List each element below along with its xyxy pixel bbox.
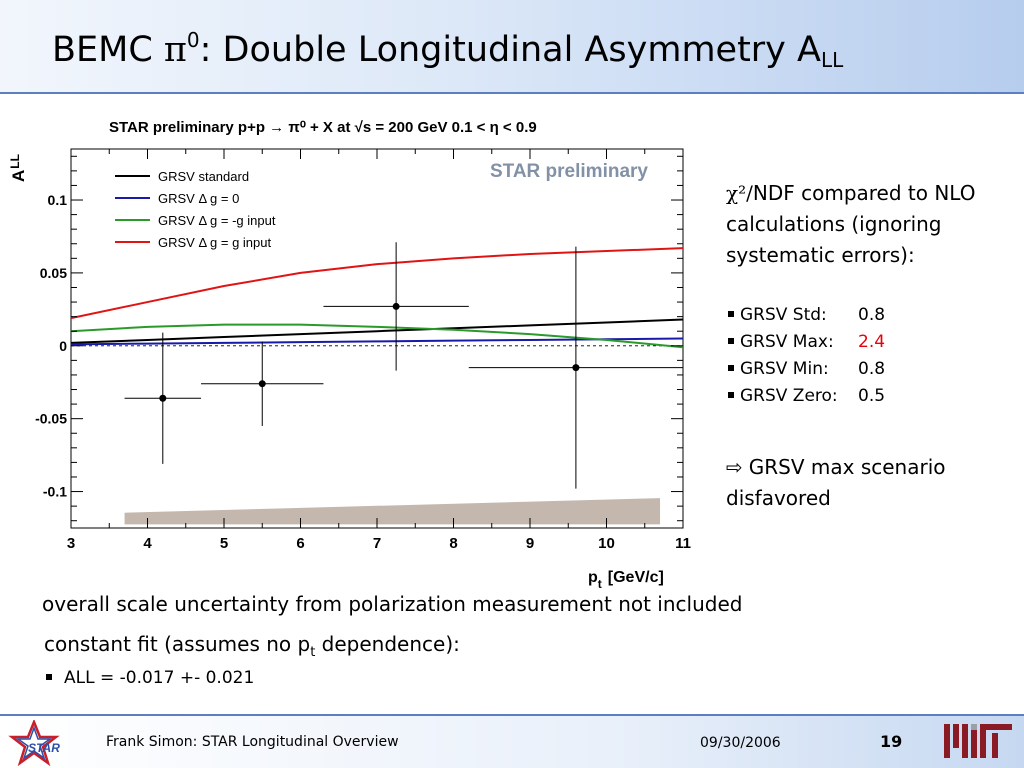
page-number: 19 <box>880 732 903 751</box>
chi2-item-min: GRSV Min: 0.8 <box>728 356 885 383</box>
legend-label: GRSV Δ g = -g input <box>158 213 276 228</box>
title-middle: : Double Longitudinal Asymmetry A <box>199 30 821 70</box>
bullet-icon <box>728 365 734 371</box>
chi2-item-zero: GRSV Zero: 0.5 <box>728 383 885 410</box>
chi2-item-value: 0.5 <box>858 386 886 406</box>
x-tick-label: 7 <box>373 535 381 552</box>
systematic-band-layer <box>124 498 661 525</box>
chi2-heading-text: NDF compared to NLO calculations (ignori… <box>726 181 976 267</box>
y-tick-label: 0 <box>59 338 67 354</box>
x-tick-label: 11 <box>675 535 691 552</box>
conclusion: ⇨ GRSV max scenario disfavored <box>726 452 1016 514</box>
bullet-icon <box>728 338 734 344</box>
title-rule <box>0 92 1024 94</box>
fit-heading-sub: t <box>310 645 316 660</box>
footer-author: Frank Simon: STAR Longitudinal Overview <box>106 734 399 750</box>
title-sub: LL <box>820 48 844 72</box>
chart-legend: GRSV standard GRSV Δ g = 0 GRSV Δ g = -g i… <box>115 169 276 250</box>
theory-curve <box>70 318 684 344</box>
slide-title: BEMC π0: Double Longitudinal Asymmetry A… <box>52 28 843 72</box>
footer: STAR Frank Simon: STAR Longitudinal Over… <box>0 716 1024 768</box>
constant-fit-heading: constant fit (assumes no pt dependence): <box>44 632 460 660</box>
chart-title: STAR preliminary p+p → π⁰ + X at √s = 20… <box>109 119 537 136</box>
data-points <box>124 242 683 489</box>
title-sup: 0 <box>186 28 200 52</box>
data-marker <box>159 394 167 402</box>
chi2-item-label: GRSV Max: <box>740 332 834 352</box>
footer-rule <box>0 714 1024 716</box>
y-tick-label: 0.05 <box>40 265 67 281</box>
x-axis-label-main: p <box>588 569 598 586</box>
x-axis-label: pt [GeV/c] <box>588 569 664 591</box>
x-tick-label: 10 <box>598 535 615 552</box>
theory-curve <box>70 323 684 349</box>
chi2-list: GRSV Std: 0.8 GRSV Max: 2.4 GRSV Min: 0.8 G… <box>728 302 885 410</box>
y-axis-label: ALL <box>8 154 28 182</box>
fit-result-text: ALL = -0.017 +- 0.021 <box>64 668 255 688</box>
chi2-item-value: 0.8 <box>858 359 886 379</box>
arrow-right-icon: ⇨ <box>726 455 743 479</box>
fit-heading-pre: constant fit (assumes no p <box>44 632 311 656</box>
chi2-item-std: GRSV Std: 0.8 <box>728 302 885 329</box>
data-marker <box>572 364 580 372</box>
y-tick-label: -0.1 <box>43 484 67 500</box>
title-bar: BEMC π0: Double Longitudinal Asymmetry A… <box>0 0 1024 92</box>
chi2-heading: χ²/NDF compared to NLO calculations (ign… <box>726 178 1018 271</box>
x-tick-label: 6 <box>296 535 304 552</box>
data-marker <box>258 380 266 388</box>
data-point <box>124 332 202 464</box>
axes: 3 4 5 6 7 8 9 10 11 -0.1 -0.05 0 0.05 0.1 <box>35 149 691 552</box>
scale-uncertainty-note: overall scale uncertainty from polarizat… <box>42 592 743 616</box>
bullet-icon <box>728 311 734 317</box>
y-tick-label: -0.05 <box>35 411 67 427</box>
x-tick-label: 3 <box>67 535 75 552</box>
systematic-uncertainty-band <box>124 498 661 525</box>
bullet-icon <box>46 674 52 680</box>
x-tick-label: 5 <box>220 535 228 552</box>
constant-fit-result: ALL = -0.017 +- 0.021 <box>46 668 254 688</box>
legend-label: GRSV standard <box>158 169 249 184</box>
chi2-item-value: 0.8 <box>858 305 886 325</box>
x-tick-label: 9 <box>526 535 534 552</box>
chi2-item-label: GRSV Min: <box>740 359 829 379</box>
theory-curve <box>70 247 684 320</box>
x-tick-label: 8 <box>449 535 457 552</box>
legend-label: GRSV Δ g = 0 <box>158 191 239 206</box>
mit-logo-icon <box>944 724 1012 758</box>
title-greek: π <box>163 30 187 70</box>
data-point <box>201 341 324 426</box>
theory-curves <box>70 247 684 349</box>
footer-date: 09/30/2006 <box>700 735 781 751</box>
x-axis-label-sub: t <box>598 577 602 591</box>
chi2-item-value-highlight: 2.4 <box>858 332 886 352</box>
star-preliminary-watermark: STAR preliminary <box>490 161 648 182</box>
y-axis-label-main: A <box>9 170 28 182</box>
chi2-item-label: GRSV Zero: <box>740 386 838 406</box>
x-tick-label: 4 <box>143 535 152 552</box>
data-point <box>323 242 469 371</box>
bullet-icon <box>728 392 734 398</box>
asymmetry-chart: STAR preliminary p+p → π⁰ + X at √s = 20… <box>8 119 691 591</box>
x-axis-label-unit: [GeV/c] <box>608 569 664 586</box>
y-tick-label: 0.1 <box>48 192 68 208</box>
conclusion-text: GRSV max scenario disfavored <box>726 455 946 510</box>
data-marker <box>392 302 400 310</box>
theory-curve <box>70 337 684 346</box>
fit-heading-post: dependence): <box>315 632 460 656</box>
data-point <box>468 246 683 489</box>
chi2-item-max: GRSV Max: 2.4 <box>728 329 885 356</box>
chi2-symbol: χ²/ <box>726 181 753 205</box>
legend-label: GRSV Δ g = g input <box>158 235 271 250</box>
chi2-item-label: GRSV Std: <box>740 305 827 325</box>
title-prefix: BEMC <box>52 30 164 70</box>
star-logo-text: STAR <box>28 741 60 755</box>
star-logo-icon: STAR <box>8 720 60 766</box>
y-axis-label-sub: LL <box>8 154 22 169</box>
